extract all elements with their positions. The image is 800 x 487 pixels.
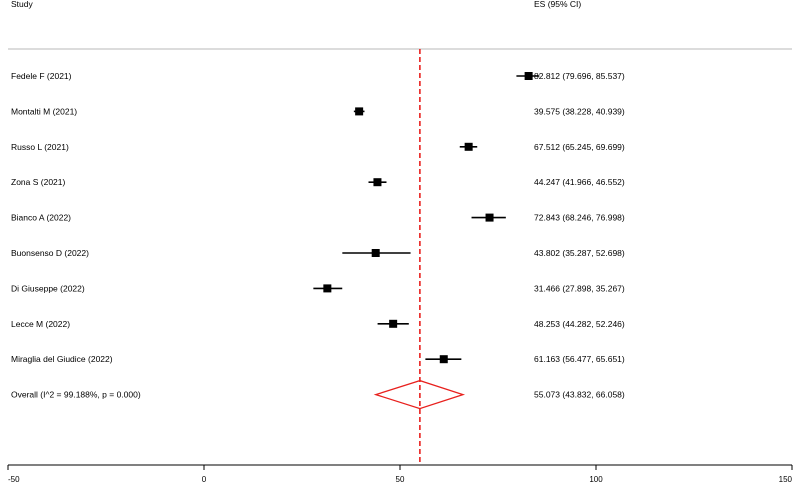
x-tick-label-2: 50: [396, 475, 405, 484]
estimate-column-header: ES (95% CI): [534, 0, 581, 9]
x-tick-label-0: -50: [8, 475, 20, 484]
effect-size-text: 31.466 (27.898, 35.267): [534, 283, 625, 293]
x-tick-label-3: 100: [589, 475, 603, 484]
study-label: Russo L (2021): [11, 142, 69, 152]
effect-size-marker: [389, 319, 398, 328]
effect-size-text: 61.163 (56.477, 65.651): [534, 354, 625, 364]
effect-size-text: 72.843 (68.246, 76.998): [534, 213, 625, 223]
overall-diamond: [373, 379, 466, 410]
x-tick-label-4: 150: [779, 475, 793, 484]
study-label: Lecce M (2022): [11, 319, 70, 329]
study-column-header: Study: [11, 0, 33, 9]
study-row: Miraglia del Giudice (2022) 61.163 (56.47…: [11, 354, 625, 364]
study-row: Zona S (2021) 44.247 (41.966, 46.552): [11, 177, 625, 187]
effect-size-marker: [371, 249, 380, 257]
study-label: Montalti M (2021): [11, 106, 77, 116]
effect-size-text: 48.253 (44.282, 52.246): [534, 319, 625, 329]
effect-size-text: 43.802 (35.287, 52.698): [534, 248, 625, 258]
effect-size-marker: [439, 355, 448, 364]
effect-size-marker: [464, 142, 473, 151]
effect-size-text: 82.812 (79.696, 85.537): [534, 71, 625, 81]
x-tick-label-1: 0: [202, 475, 207, 484]
study-row: Montalti M (2021) 39.575 (38.228, 40.939): [11, 106, 625, 116]
study-row: Bianco A (2022) 72.843 (68.246, 76.998): [11, 213, 625, 223]
effect-size-text: 39.575 (38.228, 40.939): [534, 106, 625, 116]
study-label: Zona S (2021): [11, 177, 66, 187]
study-row: Russo L (2021) 67.512 (65.245, 69.699): [11, 142, 625, 152]
effect-size-marker: [355, 107, 364, 116]
effect-size-marker: [323, 284, 332, 293]
study-row: Lecce M (2022) 48.253 (44.282, 52.246): [11, 319, 625, 329]
study-label: Buonsenso D (2022): [11, 248, 89, 258]
study-label: Miraglia del Giudice (2022): [11, 354, 113, 364]
study-rows: Fedele F (2021) 82.812 (79.696, 85.537) Mo…: [11, 71, 625, 364]
study-label: Fedele F (2021): [11, 71, 72, 81]
effect-size-marker: [524, 72, 533, 80]
study-row: Fedele F (2021) 82.812 (79.696, 85.537): [11, 71, 625, 81]
study-label: Di Giuseppe (2022): [11, 283, 85, 293]
x-axis-ticks: -50 0 50 100 150: [7, 465, 793, 484]
study-row: Buonsenso D (2022) 43.802 (35.287, 52.698…: [11, 248, 625, 258]
effect-size-marker: [373, 178, 382, 187]
effect-size-marker: [485, 213, 494, 222]
effect-size-text: 44.247 (41.966, 46.552): [534, 177, 625, 187]
effect-size-text: 67.512 (65.245, 69.699): [534, 142, 625, 152]
study-label: Bianco A (2022): [11, 213, 71, 223]
study-row: Di Giuseppe (2022) 31.466 (27.898, 35.267…: [11, 283, 625, 293]
overall-row: Overall (I^2 = 99.188%, p = 0.000) 55.073…: [11, 379, 625, 410]
overall-effect-text: 55.073 (43.832, 66.058): [534, 390, 625, 400]
overall-label: Overall (I^2 = 99.188%, p = 0.000): [11, 390, 141, 400]
